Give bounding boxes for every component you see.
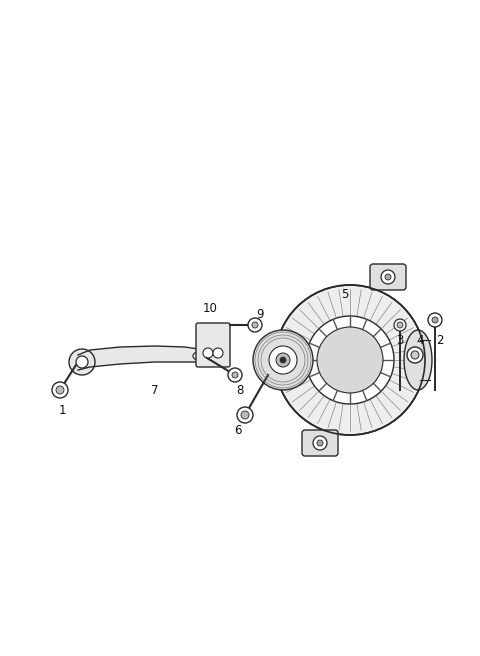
Circle shape [317,440,323,446]
Text: 4: 4 [416,333,424,346]
Text: 3: 3 [396,333,404,346]
Circle shape [317,327,383,393]
Circle shape [428,313,442,327]
Circle shape [407,347,423,363]
Text: 7: 7 [151,384,159,396]
Ellipse shape [404,330,432,390]
Circle shape [280,357,286,363]
Circle shape [306,316,394,404]
Text: 5: 5 [341,289,348,302]
Text: 1: 1 [58,403,66,417]
FancyBboxPatch shape [302,430,338,456]
Circle shape [381,270,395,284]
Circle shape [411,351,419,359]
Circle shape [237,407,253,423]
Text: 10: 10 [203,302,217,314]
Circle shape [213,348,223,358]
Circle shape [228,368,242,382]
FancyBboxPatch shape [196,323,230,367]
Circle shape [252,322,258,328]
Ellipse shape [193,351,211,361]
Text: 8: 8 [236,384,244,396]
Text: 9: 9 [256,308,264,321]
Circle shape [56,386,64,394]
Circle shape [69,349,95,375]
Circle shape [385,274,391,280]
Circle shape [432,317,438,323]
Circle shape [248,318,262,332]
Text: 6: 6 [234,424,242,436]
Circle shape [269,346,297,374]
Circle shape [232,372,238,378]
Circle shape [76,356,88,368]
Polygon shape [78,346,205,370]
Circle shape [275,285,425,435]
FancyBboxPatch shape [370,264,406,290]
Text: 2: 2 [436,333,444,346]
Circle shape [276,353,290,367]
Circle shape [52,382,68,398]
Circle shape [397,322,403,328]
Circle shape [241,411,249,419]
Circle shape [253,330,313,390]
Circle shape [203,348,213,358]
Circle shape [394,319,406,331]
Circle shape [313,436,327,450]
